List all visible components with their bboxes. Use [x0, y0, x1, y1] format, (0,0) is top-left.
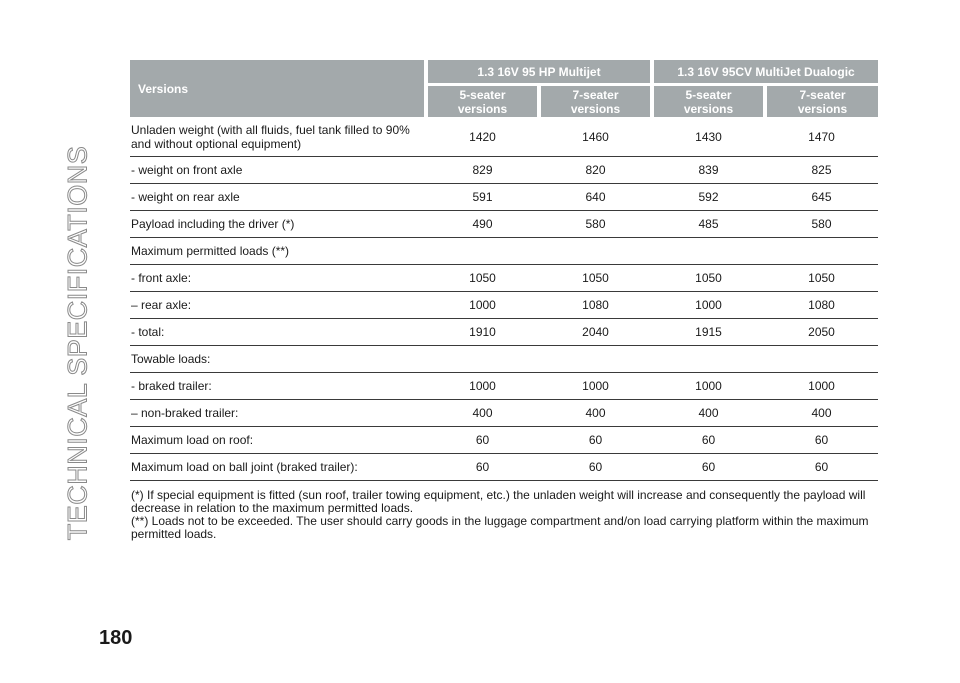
row-value: 1420	[426, 117, 539, 157]
row-value: 1000	[426, 372, 539, 400]
table-row: Maximum load on roof: 60 60 60 60	[130, 426, 879, 454]
table-row: - total: 1910 2040 1915 2050	[130, 318, 879, 346]
row-value: 60	[765, 453, 879, 481]
row-value: 829	[426, 156, 539, 184]
engine-header-multijet: 1.3 16V 95 HP Multijet	[423, 60, 653, 86]
row-value: 1000	[765, 372, 879, 400]
table-row: Maximum load on ball joint (braked trail…	[130, 453, 879, 481]
row-value	[652, 237, 766, 265]
table-row: Towable loads:	[130, 345, 879, 373]
row-value: 1915	[652, 318, 766, 346]
row-value: 2050	[765, 318, 879, 346]
row-value: 820	[539, 156, 653, 184]
row-value: 60	[426, 453, 539, 481]
row-value: 592	[652, 183, 766, 211]
footnotes: (*) If special equipment is fitted (sun …	[131, 489, 877, 541]
row-value: 60	[652, 453, 766, 481]
row-value: 60	[765, 426, 879, 454]
engine-header-dualogic: 1.3 16V 95CV MultiJet Dualogic	[650, 60, 879, 86]
row-value: 640	[539, 183, 653, 211]
table-row: - braked trailer: 1000 1000 1000 1000	[130, 372, 879, 400]
row-label: Maximum permitted loads (**)	[130, 237, 426, 265]
row-value: 1050	[426, 264, 539, 292]
row-value: 825	[765, 156, 879, 184]
row-value: 1050	[765, 264, 879, 292]
table-row: Unladen weight (with all fluids, fuel ta…	[130, 117, 879, 157]
seat-header: 7-seater versions	[536, 84, 653, 117]
row-value: 490	[426, 210, 539, 238]
row-value: 1430	[652, 117, 766, 157]
section-side-title-text: TECHNICAL SPECIFICATIONS	[62, 145, 93, 541]
row-value: 1000	[426, 291, 539, 319]
row-label: - weight on rear axle	[130, 183, 426, 211]
row-value	[539, 345, 653, 373]
row-value: 60	[539, 426, 653, 454]
seat-header: 5-seater versions	[650, 84, 766, 117]
row-value: 1000	[652, 372, 766, 400]
row-label: Payload including the driver (*)	[130, 210, 426, 238]
table-row: - front axle: 1050 1050 1050 1050	[130, 264, 879, 292]
row-value: 839	[652, 156, 766, 184]
row-value	[539, 237, 653, 265]
row-value: 485	[652, 210, 766, 238]
row-value: 2040	[539, 318, 653, 346]
row-value	[426, 345, 539, 373]
row-label: - braked trailer:	[130, 372, 426, 400]
row-value: 1050	[652, 264, 766, 292]
row-value: 400	[765, 399, 879, 427]
footnote-payload: (*) If special equipment is fitted (sun …	[131, 488, 866, 515]
row-value: 580	[539, 210, 653, 238]
weights-table: Versions 1.3 16V 95 HP Multijet 1.3 16V …	[130, 60, 879, 481]
row-label: – non-braked trailer:	[130, 399, 426, 427]
table-row: Maximum permitted loads (**)	[130, 237, 879, 265]
row-value: 1000	[539, 372, 653, 400]
row-label: – rear axle:	[130, 291, 426, 319]
row-label: - total:	[130, 318, 426, 346]
row-value	[652, 345, 766, 373]
row-value: 1080	[539, 291, 653, 319]
row-label: - front axle:	[130, 264, 426, 292]
row-value: 400	[652, 399, 766, 427]
row-value	[765, 345, 879, 373]
row-value: 60	[539, 453, 653, 481]
row-value: 580	[765, 210, 879, 238]
table-row: - weight on rear axle 591 640 592 645	[130, 183, 879, 211]
row-value: 1000	[652, 291, 766, 319]
page-number: 180	[99, 627, 133, 649]
table-row: Payload including the driver (*) 490 580…	[130, 210, 879, 238]
seat-header: 5-seater versions	[424, 84, 539, 117]
row-label: Maximum load on roof:	[130, 426, 426, 454]
versions-header: Versions	[130, 60, 426, 117]
table-row: - weight on front axle 829 820 839 825	[130, 156, 879, 184]
row-value: 400	[539, 399, 653, 427]
row-value: 1050	[539, 264, 653, 292]
row-value: 645	[765, 183, 879, 211]
row-value	[426, 237, 539, 265]
row-value: 591	[426, 183, 539, 211]
row-label: - weight on front axle	[130, 156, 426, 184]
table-row: – non-braked trailer: 400 400 400 400	[130, 399, 879, 427]
row-value: 1470	[765, 117, 879, 157]
row-value: 1910	[426, 318, 539, 346]
row-value: 1080	[765, 291, 879, 319]
table-row: – rear axle: 1000 1080 1000 1080	[130, 291, 879, 319]
row-value: 400	[426, 399, 539, 427]
row-value: 60	[652, 426, 766, 454]
row-label: Unladen weight (with all fluids, fuel ta…	[130, 117, 426, 157]
row-label: Towable loads:	[130, 345, 426, 373]
row-value: 60	[426, 426, 539, 454]
row-value	[765, 237, 879, 265]
seat-header: 7-seater versions	[763, 84, 879, 117]
row-label: Maximum load on ball joint (braked trail…	[130, 453, 426, 481]
row-value: 1460	[539, 117, 653, 157]
footnote-loads: (**) Loads not to be exceeded. The user …	[131, 514, 869, 541]
